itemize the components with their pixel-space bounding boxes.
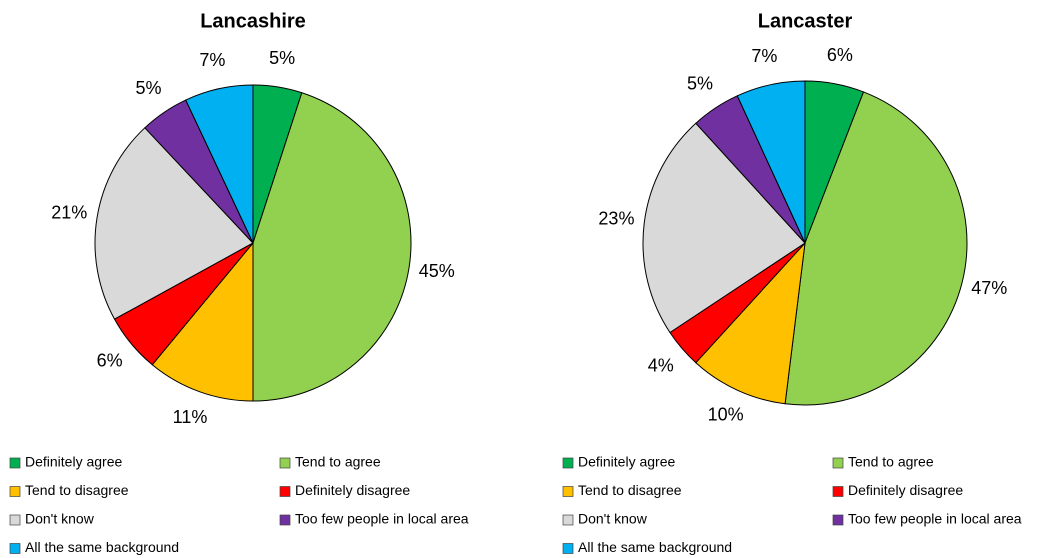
legend-label: Tend to disagree	[25, 482, 129, 498]
legend-label: Definitely agree	[25, 454, 122, 470]
value-label: 45%	[419, 261, 455, 281]
legend-label: All the same background	[578, 539, 732, 555]
pie-slice	[784, 91, 968, 406]
pie-slice	[736, 80, 806, 244]
value-label: 5%	[135, 78, 161, 98]
legend-label: Tend to agree	[848, 454, 934, 470]
value-label: 11%	[173, 407, 208, 427]
legend-swatch	[562, 543, 574, 554]
value-label: 10%	[708, 404, 744, 424]
value-label: 4%	[648, 355, 674, 375]
legend-swatch	[562, 514, 574, 526]
value-label: 23%	[598, 208, 634, 228]
pie-slice	[642, 122, 806, 334]
legend-swatch	[832, 514, 844, 526]
legend-label: Don't know	[25, 511, 95, 527]
value-label: 6%	[97, 350, 123, 370]
legend-swatch	[9, 514, 21, 526]
legend-swatch	[9, 543, 21, 554]
legend-label: Too few people in local area	[848, 511, 1022, 527]
chart-title: Lancashire	[200, 10, 306, 32]
pie-slice	[151, 241, 254, 402]
value-label: 7%	[199, 50, 225, 70]
legend-swatch	[279, 514, 291, 526]
value-label: 5%	[687, 73, 713, 93]
legend-swatch	[9, 486, 21, 497]
legend-label: Definitely disagree	[295, 482, 410, 498]
value-label: 21%	[51, 203, 87, 223]
legend-swatch	[9, 457, 21, 469]
legend-swatch	[562, 457, 574, 469]
legend-label: Tend to disagree	[578, 482, 682, 498]
chart-title: Lancaster	[758, 10, 853, 32]
legend-label: Don't know	[578, 511, 648, 527]
pie-slice	[695, 241, 806, 405]
legend-swatch	[832, 457, 844, 469]
legend-label: Too few people in local area	[295, 511, 469, 527]
pie-slice	[94, 127, 254, 320]
legend-swatch	[279, 486, 291, 497]
pie-slice	[185, 84, 254, 244]
value-label: 7%	[751, 46, 777, 66]
legend-label: Tend to agree	[295, 454, 381, 470]
legend-label: All the same background	[25, 539, 179, 555]
legend-swatch	[279, 457, 291, 469]
pie-slice	[252, 92, 412, 402]
legend-label: Definitely agree	[578, 454, 675, 470]
value-label: 5%	[269, 48, 295, 68]
legend-label: Definitely disagree	[848, 482, 963, 498]
legend-swatch	[832, 486, 844, 497]
legend-swatch	[562, 486, 574, 497]
value-label: 6%	[827, 45, 853, 65]
value-label: 47%	[971, 278, 1007, 298]
